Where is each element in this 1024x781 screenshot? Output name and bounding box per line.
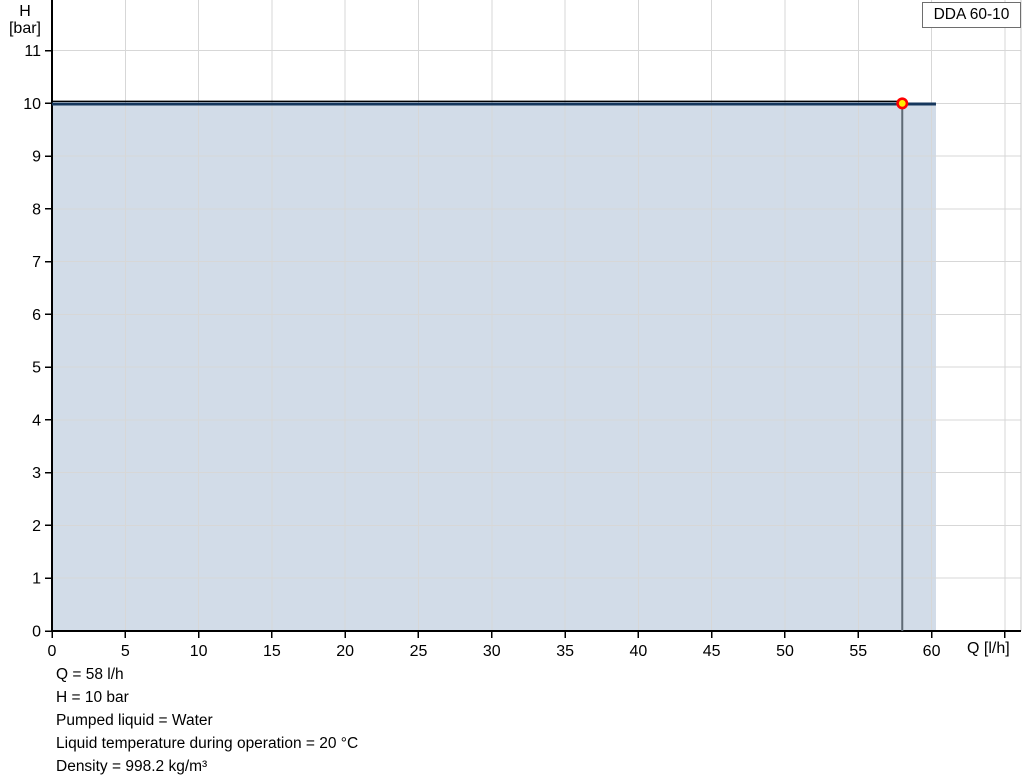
x-tick-label: 50 xyxy=(776,643,794,660)
y-tick-label: 3 xyxy=(32,465,41,482)
operating-point-group xyxy=(52,97,936,631)
y-axis-title-symbol: H xyxy=(19,3,31,20)
x-tick-label: 35 xyxy=(556,643,574,660)
y-tick-label: 4 xyxy=(32,412,41,429)
y-axis-title: H [bar] xyxy=(2,3,48,37)
y-tick-label: 11 xyxy=(24,43,41,60)
annotation-flow: Q = 58 l/h xyxy=(56,666,124,683)
y-tick-label: 6 xyxy=(32,307,41,324)
y-tick-label: 10 xyxy=(23,96,41,113)
x-tick-label: 40 xyxy=(629,643,647,660)
operating-data-annotations: Q = 58 l/h H = 10 bar Pumped liquid = Wa… xyxy=(56,663,358,778)
x-tick-label: 30 xyxy=(483,643,501,660)
annotation-head: H = 10 bar xyxy=(56,689,129,706)
y-tick-label: 2 xyxy=(32,518,41,535)
y-tick-label: 7 xyxy=(32,254,41,271)
x-tick-label: 20 xyxy=(336,643,354,660)
annotation-density: Density = 998.2 kg/m³ xyxy=(56,758,208,775)
x-tick-label: 60 xyxy=(923,643,941,660)
pump-model-label-box: DDA 60-10 xyxy=(922,2,1021,28)
y-tick-label: 8 xyxy=(32,201,41,218)
x-tick-label: 5 xyxy=(121,643,130,660)
y-axis-title-unit: [bar] xyxy=(8,20,41,37)
x-tick-label: 10 xyxy=(190,643,208,660)
x-tick-label: 45 xyxy=(703,643,721,660)
x-tick-label: 15 xyxy=(263,643,281,660)
y-tick-label: 9 xyxy=(32,149,41,166)
x-tick-label: 0 xyxy=(48,643,57,660)
y-tick-label: 1 xyxy=(32,571,41,588)
annotation-pumped-liquid: Pumped liquid = Water xyxy=(56,712,213,729)
operating-point-marker[interactable] xyxy=(896,97,909,110)
y-tick-label: 5 xyxy=(32,360,41,377)
x-axis-title: Q [l/h] xyxy=(967,640,1010,657)
x-tick-label: 55 xyxy=(849,643,867,660)
x-tick-label: 25 xyxy=(410,643,428,660)
annotation-liquid-temperature: Liquid temperature during operation = 20… xyxy=(56,735,359,752)
y-tick-label: 0 xyxy=(32,624,41,641)
